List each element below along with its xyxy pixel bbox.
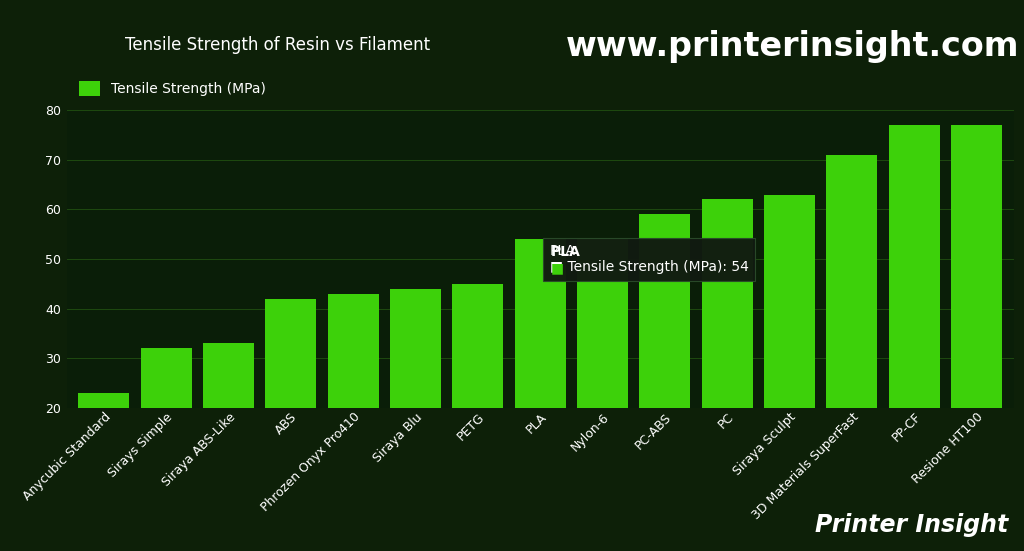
Bar [390, 289, 441, 507]
Text: Tensile Strength of Resin vs Filament: Tensile Strength of Resin vs Filament [125, 36, 430, 54]
Bar [79, 393, 129, 507]
Bar [577, 239, 628, 507]
Bar [889, 125, 940, 507]
Text: Printer Insight: Printer Insight [815, 513, 1009, 537]
Legend: Tensile Strength (MPa): Tensile Strength (MPa) [74, 76, 271, 102]
Bar [203, 343, 254, 507]
Bar [701, 199, 753, 507]
Bar [453, 284, 504, 507]
Text: www.printerinsight.com: www.printerinsight.com [565, 30, 1019, 63]
Text: ■: ■ [551, 245, 564, 275]
Bar [515, 239, 565, 507]
Text: PLA
■ Tensile Strength (MPa): 54: PLA ■ Tensile Strength (MPa): 54 [550, 244, 749, 274]
Bar [639, 214, 690, 507]
Bar [140, 348, 191, 507]
Text: PLA: PLA [551, 245, 581, 259]
Bar [764, 195, 815, 507]
Bar [328, 294, 379, 507]
Bar [826, 155, 878, 507]
Bar [265, 299, 316, 507]
Bar [951, 125, 1001, 507]
